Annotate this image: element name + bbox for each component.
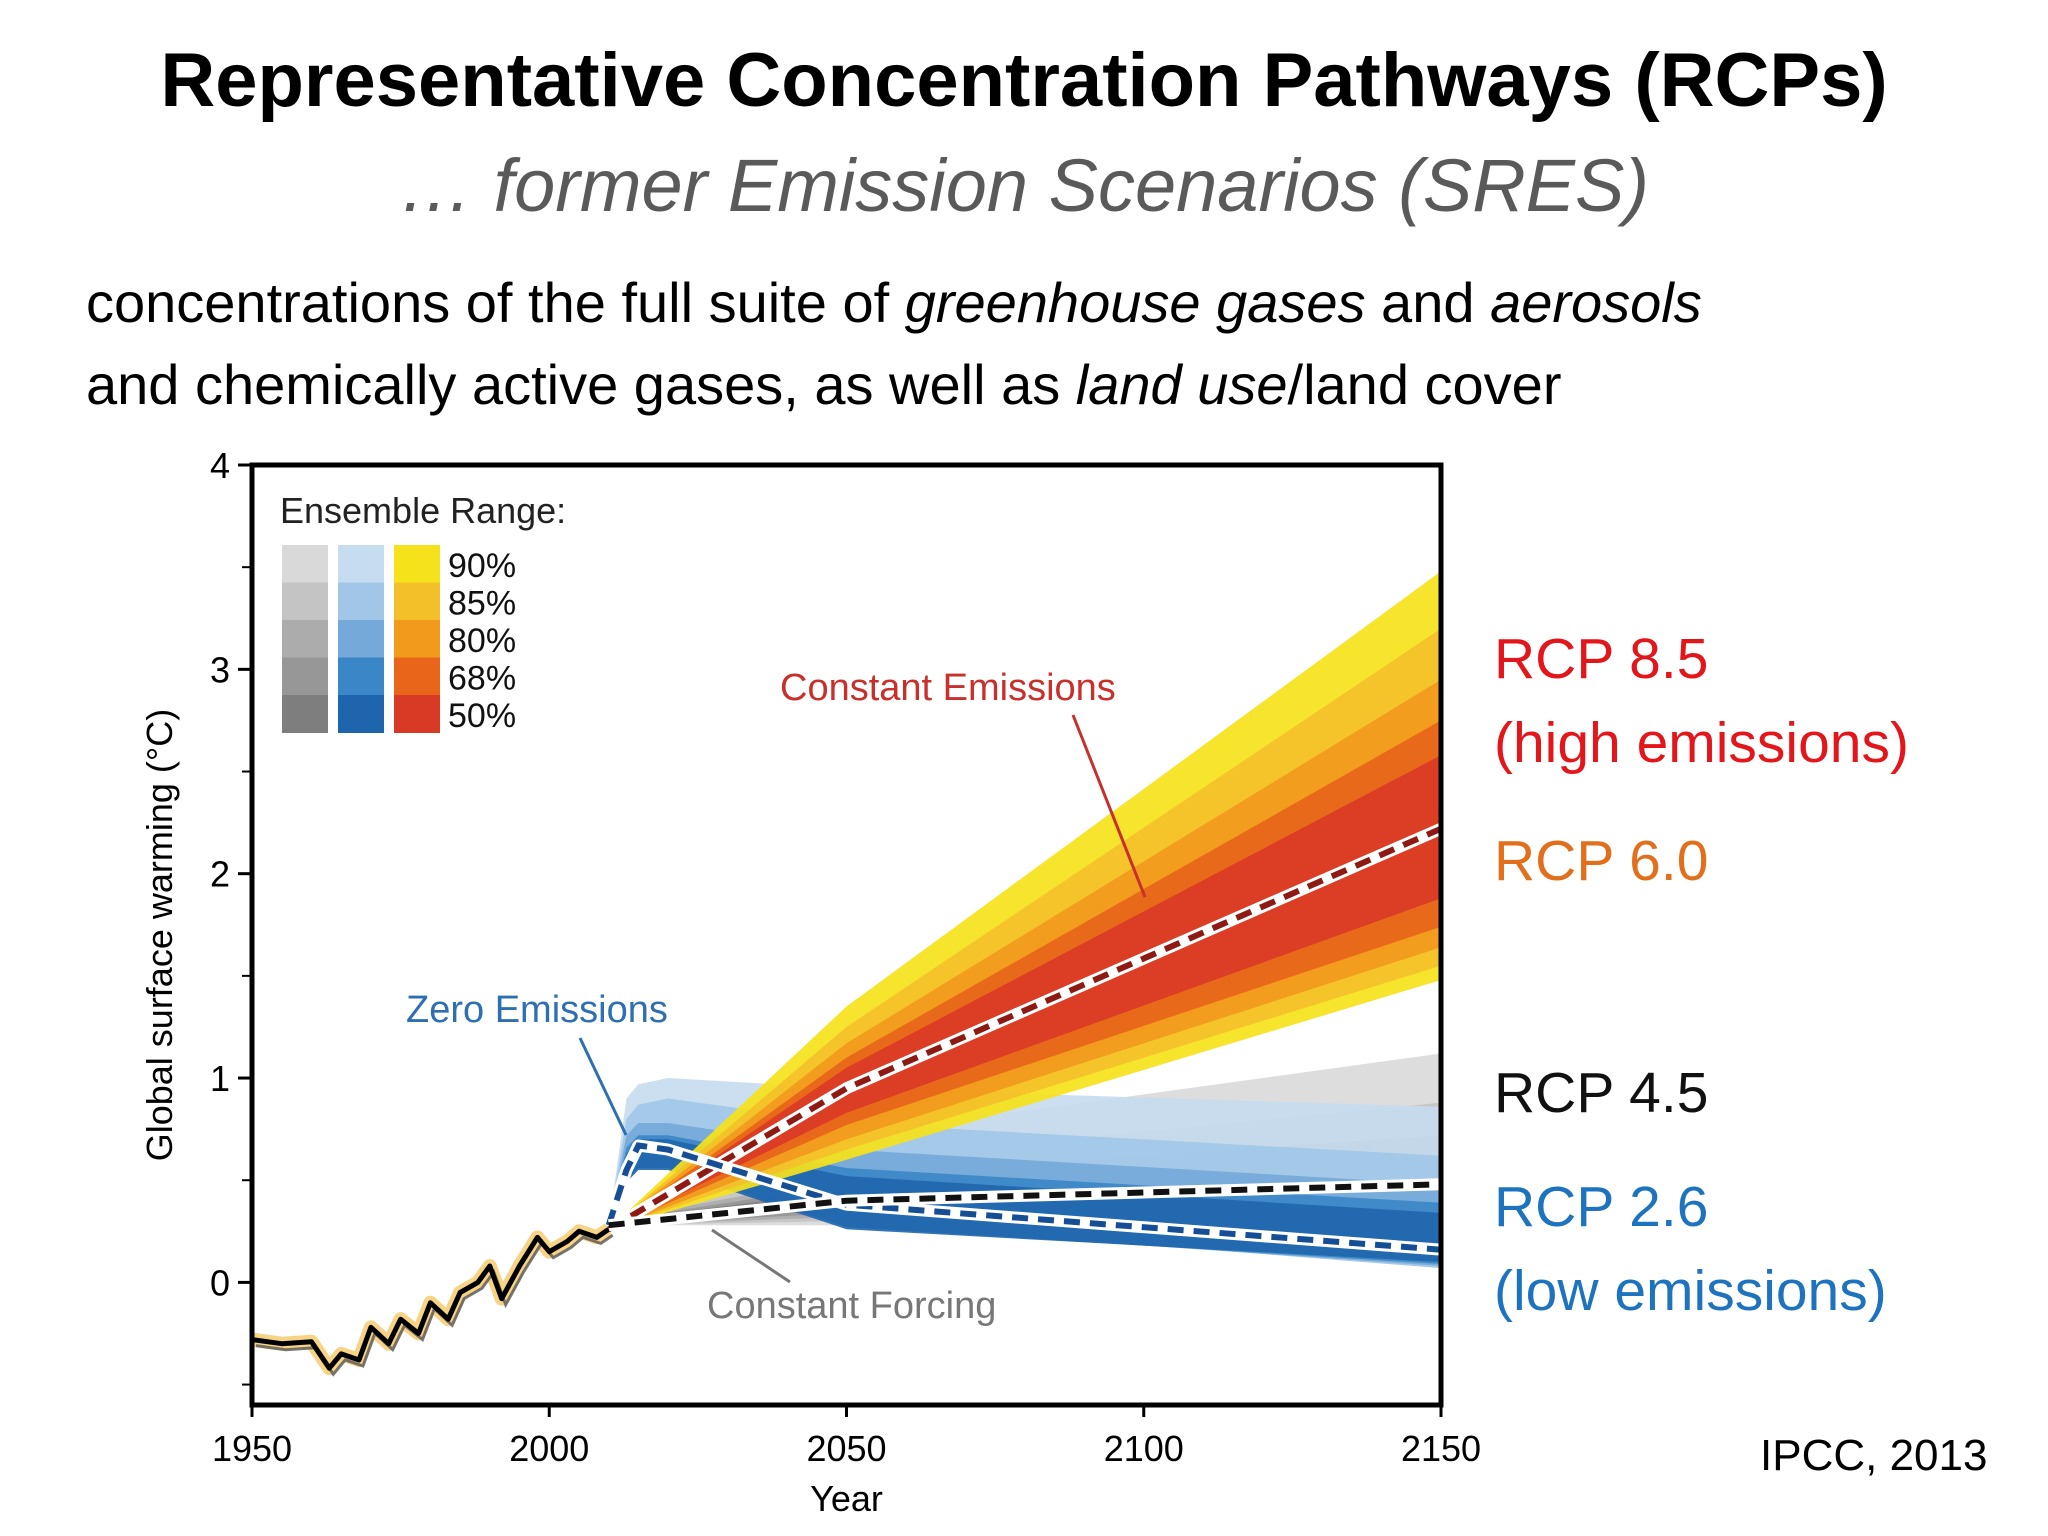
legend-label: 68%: [448, 660, 516, 698]
legend-label: 50%: [448, 697, 516, 735]
body-text-segment: /land cover: [1287, 353, 1562, 416]
legend-swatch: [282, 695, 328, 733]
body-text-segment: and: [1365, 271, 1491, 334]
rcp26-sublabel: (low emissions): [1494, 1259, 1887, 1323]
legend-swatch: [282, 545, 328, 583]
rcp60-label: RCP 6.0: [1494, 829, 1709, 893]
y-tick-label: 2: [210, 854, 230, 895]
x-axis-label: Year: [810, 1478, 883, 1519]
source-citation: IPCC, 2013: [1760, 1431, 1988, 1480]
body-text-italic-greenhouse: greenhouse gases: [904, 271, 1366, 334]
slide-title: Representative Concentration Pathways (R…: [160, 38, 1888, 123]
legend-title: Ensemble Range:: [280, 490, 566, 531]
body-text-segment: and chemically active gases, as well as: [86, 353, 1076, 416]
x-tick-label: 2050: [806, 1428, 886, 1469]
legend-swatch: [338, 620, 384, 658]
historical-observations-line: [255, 1234, 614, 1377]
legend-swatch: [394, 620, 440, 658]
body-text-line-1: concentrations of the full suite of gree…: [86, 268, 1702, 338]
y-tick-label: 4: [210, 445, 230, 486]
constant-emissions-median-line: [607, 825, 1441, 1232]
legend-swatch: [338, 582, 384, 621]
legend-label: 80%: [448, 622, 516, 660]
y-tick-label: 0: [210, 1262, 230, 1303]
x-tick-label: 2100: [1104, 1428, 1184, 1469]
x-tick-label: 2000: [509, 1428, 589, 1469]
legend-swatch: [338, 657, 384, 696]
legend-swatch: [394, 657, 440, 696]
zero-emissions-leader: [578, 1037, 628, 1136]
constant-emissions-annotation: Constant Emissions: [780, 667, 1116, 709]
x-tick-label: 2150: [1401, 1428, 1481, 1469]
body-text-italic-land-use: land use: [1075, 353, 1288, 416]
historical-line: [252, 1227, 611, 1371]
legend-swatch: [282, 657, 328, 696]
legend-label: 90%: [448, 547, 516, 585]
y-tick-label: 3: [210, 649, 230, 690]
constant-forcing-annotation: Constant Forcing: [707, 1285, 996, 1327]
constant-forcing-leader: [711, 1228, 791, 1284]
legend-swatch: [282, 582, 328, 621]
slide-subtitle: … former Emission Scenarios (SRES): [398, 144, 1650, 227]
legend-swatch: [394, 545, 440, 583]
legend-swatch: [394, 695, 440, 733]
x-tick-label: 1950: [212, 1428, 292, 1469]
legend-swatch: [338, 545, 384, 583]
zero-emissions-median-line: [605, 1142, 1441, 1253]
legend-swatch: [394, 582, 440, 621]
y-axis-label: Global surface warming (°C): [139, 709, 180, 1162]
legend-swatch: [338, 695, 384, 733]
body-text-line-2: and chemically active gases, as well as …: [86, 350, 1561, 420]
constant-forcing-median-line: [608, 1181, 1441, 1229]
rcp85-sublabel: (high emissions): [1494, 711, 1909, 775]
rcp85-label: RCP 8.5: [1494, 627, 1709, 691]
rcp26-label: RCP 2.6: [1494, 1175, 1709, 1239]
legend-label: 85%: [448, 585, 516, 623]
body-text-segment: concentrations of the full suite of: [86, 271, 905, 334]
legend-swatch: [282, 620, 328, 658]
rcp45-label: RCP 4.5: [1494, 1061, 1709, 1125]
zero-emissions-annotation: Zero Emissions: [406, 989, 668, 1031]
y-tick-label: 1: [210, 1058, 230, 1099]
body-text-italic-aerosols: aerosols: [1490, 271, 1702, 334]
constant-emissions-leader: [1071, 714, 1147, 898]
